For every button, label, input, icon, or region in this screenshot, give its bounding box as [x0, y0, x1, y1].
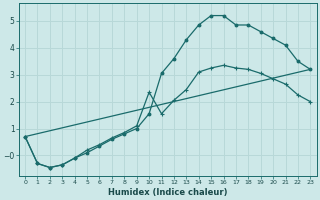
X-axis label: Humidex (Indice chaleur): Humidex (Indice chaleur): [108, 188, 228, 197]
